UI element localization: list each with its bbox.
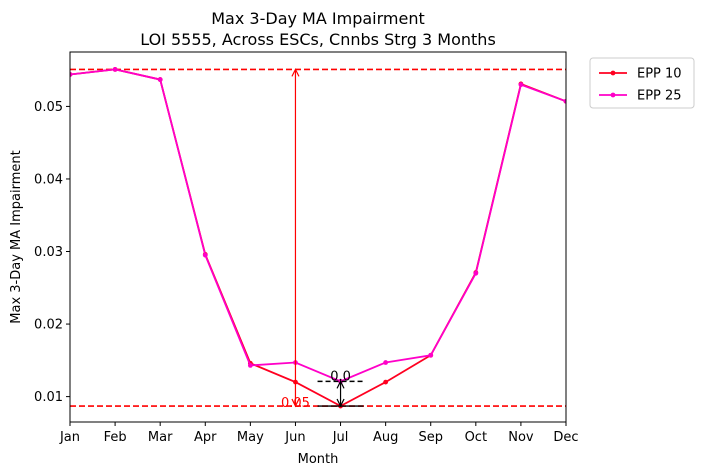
- series-2-point-feb: [112, 67, 118, 72]
- series-2-point-aug: [383, 360, 389, 365]
- annotation-arrowhead-top-2: [336, 380, 345, 389]
- annotation-label-2: 0.0: [330, 369, 351, 384]
- series-2-point-dec: [563, 98, 566, 104]
- legend-label-1: EPP 10: [637, 67, 682, 82]
- legend-swatch-marker-1: [610, 70, 616, 76]
- series-2-point-apr: [202, 252, 208, 258]
- series-2-point-jan: [70, 72, 73, 77]
- legend-label-2: EPP 25: [637, 89, 682, 104]
- y-tick-label-2: 0.02: [34, 318, 63, 333]
- series-line-2: [70, 68, 566, 383]
- x-tick-label-sep: Sep: [418, 430, 443, 445]
- series-2-point-sep: [428, 352, 434, 358]
- x-tick-label-nov: Nov: [508, 430, 534, 445]
- plot-frame: [69, 51, 567, 423]
- x-tick-label-may: May: [237, 430, 264, 445]
- y-tick-label-1: 0.01: [34, 390, 63, 405]
- y-tick-label-3: 0.03: [34, 245, 63, 260]
- series-2-point-may: [247, 363, 253, 368]
- x-axis-label: Month: [298, 452, 339, 467]
- x-tick-label-jan: Jan: [59, 430, 80, 445]
- series-2-point-mar: [157, 77, 163, 82]
- x-tick-label-dec: Dec: [553, 430, 578, 445]
- x-tick-label-mar: Mar: [148, 430, 173, 445]
- plot-area: 0.05 0.0 Jan Feb Mar Apr May Jun Jul Aug Sep Oct Nov…: [34, 51, 579, 445]
- series-2-point-oct: [473, 270, 479, 276]
- annotation-arrowhead-bottom-1: [291, 398, 300, 408]
- x-tick-label-feb: Feb: [104, 430, 127, 445]
- x-tick-label-jul: Jul: [332, 430, 349, 445]
- x-tick-label-apr: Apr: [194, 430, 217, 445]
- y-tick-label-4: 0.04: [34, 172, 63, 187]
- annotation-label-1: 0.05: [281, 396, 310, 411]
- chart-title: Max 3-Day MA Impairment: [211, 9, 424, 28]
- series-2-point-nov: [518, 82, 524, 88]
- chart-subtitle: LOI 5555, Across ESCs, Cnnbs Strg 3 Mont…: [140, 30, 496, 49]
- x-tick-label-jun: Jun: [284, 430, 305, 445]
- x-tick-label-aug: Aug: [373, 430, 398, 445]
- legend: EPP 10 EPP 25: [589, 57, 695, 109]
- plot-clipped-group: [70, 67, 566, 409]
- y-tick-label-5: 0.05: [34, 100, 63, 115]
- series-line-1: [70, 68, 566, 408]
- annotation-arrowhead-top-1: [291, 68, 300, 77]
- series-1-point-aug: [383, 379, 389, 385]
- y-axis-label: Max 3-Day MA Impairment: [9, 150, 24, 323]
- legend-swatch-marker-2: [610, 92, 616, 98]
- x-tick-label-oct: Oct: [465, 430, 487, 445]
